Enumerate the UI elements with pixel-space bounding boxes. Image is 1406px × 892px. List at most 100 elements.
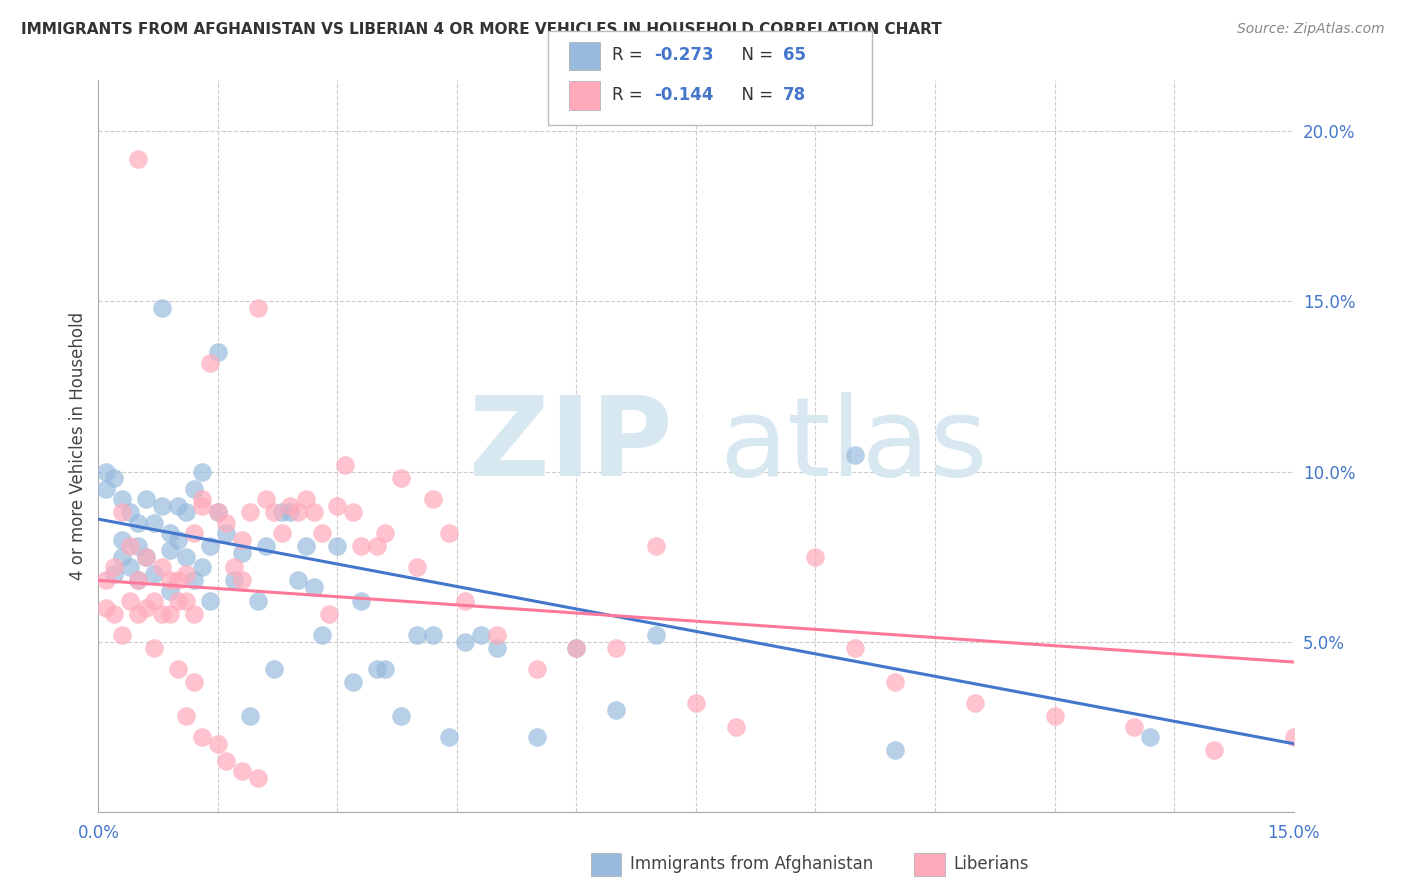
Point (231, 574, 253, 588)
Point (350, 594, 373, 608)
Text: N =: N = (731, 46, 779, 64)
Point (645, 540, 668, 554)
Point (406, 628, 429, 642)
Point (326, 499, 349, 513)
Point (167, 499, 190, 513)
Point (239, 709, 262, 723)
Point (844, 448, 866, 462)
Point (454, 594, 477, 608)
Point (254, 540, 277, 554)
Point (374, 525, 396, 540)
Point (150, 607, 173, 622)
Point (191, 730, 214, 744)
Point (191, 465, 214, 479)
Point (111, 491, 134, 506)
Point (318, 607, 340, 622)
Point (111, 549, 134, 564)
Point (1282, 730, 1305, 744)
Point (143, 594, 166, 608)
Point (215, 754, 238, 768)
Point (422, 628, 444, 642)
Point (278, 505, 301, 519)
Point (111, 628, 134, 642)
Point (120, 540, 142, 554)
Text: R =: R = (612, 46, 648, 64)
Point (366, 662, 388, 676)
Point (96, 600, 118, 615)
Point (183, 525, 205, 540)
Point (135, 549, 157, 564)
Point (804, 549, 827, 564)
Point (120, 594, 142, 608)
Point (143, 641, 166, 656)
Point (222, 559, 245, 574)
Point (207, 737, 229, 751)
Point (1043, 709, 1066, 723)
Point (198, 594, 221, 608)
Point (135, 600, 157, 615)
Text: -0.273: -0.273 (654, 46, 713, 64)
Point (96, 574, 118, 588)
Point (254, 491, 277, 506)
Point (605, 703, 627, 717)
Point (884, 675, 907, 690)
Point (127, 607, 149, 622)
Point (246, 594, 269, 608)
Point (159, 574, 181, 588)
Point (302, 580, 325, 594)
Point (174, 594, 197, 608)
Point (270, 525, 292, 540)
Point (159, 525, 181, 540)
Point (191, 559, 214, 574)
Text: ZIP: ZIP (468, 392, 672, 500)
Point (526, 730, 548, 744)
Text: 65: 65 (783, 46, 806, 64)
Point (167, 594, 190, 608)
Point (246, 301, 269, 316)
Point (389, 471, 412, 485)
Point (103, 607, 125, 622)
Point (127, 540, 149, 554)
Point (215, 525, 238, 540)
Point (1139, 730, 1161, 744)
Point (963, 696, 986, 710)
Point (96, 465, 118, 479)
Point (231, 533, 253, 547)
Point (342, 675, 364, 690)
Point (207, 345, 229, 359)
Point (150, 499, 173, 513)
Point (159, 583, 181, 598)
Point (143, 566, 166, 581)
Point (263, 662, 285, 676)
Point (231, 546, 253, 560)
Point (246, 771, 269, 785)
Point (159, 542, 181, 557)
Point (183, 607, 205, 622)
Point (183, 675, 205, 690)
Point (270, 505, 292, 519)
Text: R =: R = (612, 86, 648, 103)
Point (311, 628, 333, 642)
Point (437, 730, 460, 744)
Point (231, 764, 253, 778)
Point (167, 574, 190, 588)
Point (406, 559, 429, 574)
Point (103, 471, 125, 485)
Point (294, 491, 316, 506)
Point (174, 505, 197, 519)
Point (350, 540, 373, 554)
Point (374, 662, 396, 676)
Point (127, 516, 149, 530)
Point (215, 516, 238, 530)
Point (884, 743, 907, 757)
Point (127, 152, 149, 166)
Point (127, 574, 149, 588)
Point (485, 641, 508, 656)
Point (150, 559, 173, 574)
Point (103, 559, 125, 574)
Point (565, 641, 588, 656)
Point (526, 662, 548, 676)
Text: Liberians: Liberians (953, 855, 1029, 873)
Point (103, 566, 125, 581)
Point (366, 540, 388, 554)
